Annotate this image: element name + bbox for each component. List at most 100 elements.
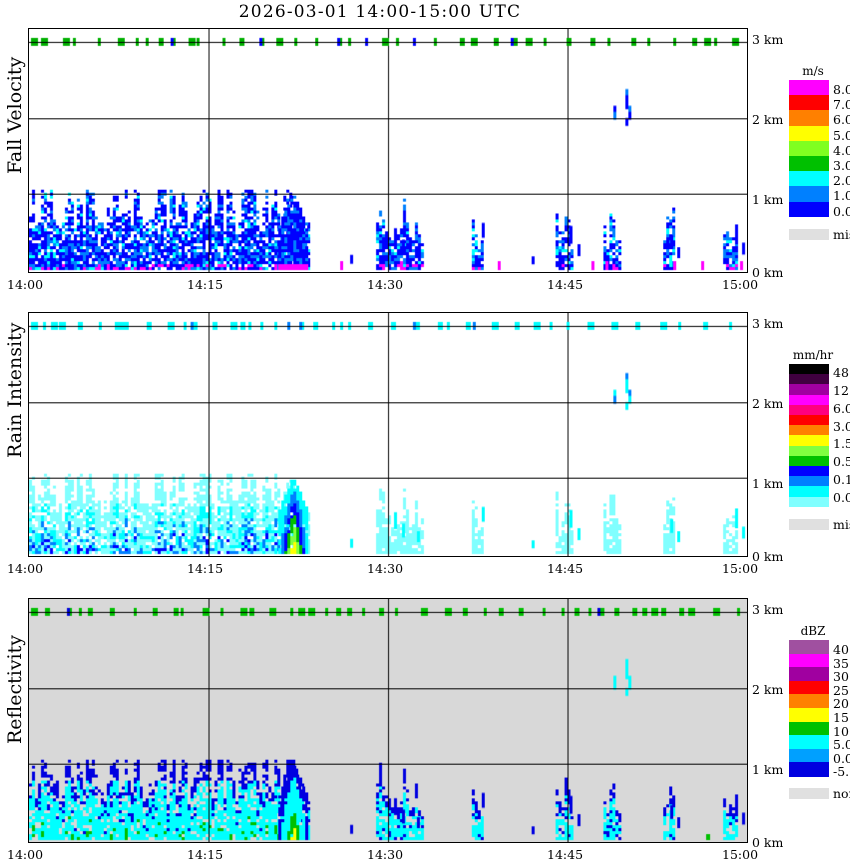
page-title: 2026-03-01 14:00-15:00 UTC xyxy=(238,2,522,22)
colorbar-unit-fall-velocity: m/s xyxy=(802,64,824,78)
colorbar-tick-fall-velocity-1: 7.0 xyxy=(833,97,850,113)
colorbar-band-rain-intensity-0 xyxy=(789,364,829,375)
colorbar-tick-rain-intensity-5: 0.5 xyxy=(833,454,850,470)
colorbar-tick-rain-intensity-1: 12.0 xyxy=(833,382,850,398)
xtick-1415-p1: 14:15 xyxy=(187,561,224,576)
colorbar-band-rain-intensity-7 xyxy=(789,435,829,447)
colorbar-tick-fall-velocity-8: 0.0 xyxy=(833,203,850,219)
ytick-3km-p1: 3 km xyxy=(752,316,784,331)
colorbar-band-fall-velocity-2 xyxy=(789,110,829,127)
colorbar-band-fall-velocity-1 xyxy=(789,95,829,111)
colorbar-band-fall-velocity-5 xyxy=(789,156,829,172)
xtick-1430-p2: 14:30 xyxy=(367,847,404,862)
colorbar-band-fall-velocity-7 xyxy=(789,186,829,203)
colorbar-band-rain-intensity-3 xyxy=(789,394,829,406)
colorbar-band-rain-intensity-1 xyxy=(789,374,829,385)
colorbar-band-reflectivity-8 xyxy=(789,748,829,763)
heatmap-canvas-reflectivity xyxy=(29,599,747,842)
xtick-1430-p0: 14:30 xyxy=(367,277,404,292)
colorbar-missing-label-reflectivity: none xyxy=(833,786,850,801)
panel-label-fall-velocity: Fall Velocity xyxy=(4,56,26,174)
ytick-1km-p2: 1 km xyxy=(752,762,784,777)
panel-fall-velocity[interactable] xyxy=(28,28,748,273)
colorbar-band-rain-intensity-9 xyxy=(789,455,829,467)
colorbar-missing-swatch-reflectivity xyxy=(789,788,829,799)
colorbar-tick-rain-intensity-3: 3.0 xyxy=(833,418,850,434)
ytick-2km-p1: 2 km xyxy=(752,396,784,411)
xtick-1445-p0: 14:45 xyxy=(547,277,584,292)
colorbar-missing-swatch-fall-velocity xyxy=(789,228,829,240)
plot-area-reflectivity xyxy=(28,598,748,843)
colorbar-band-rain-intensity-2 xyxy=(789,384,829,396)
heatmap-canvas-rain-intensity xyxy=(29,313,747,556)
ytick-3km-p2: 3 km xyxy=(752,602,784,617)
colorbar-band-rain-intensity-4 xyxy=(789,404,829,416)
colorbar-band-rain-intensity-5 xyxy=(789,415,829,426)
colorbar-band-fall-velocity-8 xyxy=(789,201,829,218)
ytick-3km-p0: 3 km xyxy=(752,32,784,47)
xtick-1400-p2: 14:00 xyxy=(7,847,44,862)
colorbar-band-reflectivity-2 xyxy=(789,667,829,682)
colorbar-unit-rain-intensity: mm/hr xyxy=(792,348,834,362)
colorbar-tick-reflectivity-1: 35.0 xyxy=(833,655,850,671)
ytick-0km-p0: 0 km xyxy=(752,265,784,280)
colorbar-band-reflectivity-1 xyxy=(789,653,829,668)
colorbar-unit-reflectivity: dBZ xyxy=(800,624,826,638)
colorbar-tick-rain-intensity-4: 1.5 xyxy=(833,436,850,452)
colorbar-band-fall-velocity-3 xyxy=(789,125,829,142)
colorbar-tick-reflectivity-0: 40.0 xyxy=(833,642,850,657)
colorbar-tick-fall-velocity-4: 4.0 xyxy=(833,142,850,158)
colorbar-tick-rain-intensity-2: 6.0 xyxy=(833,400,850,416)
colorbar-band-reflectivity-4 xyxy=(789,694,829,709)
colorbar-tick-reflectivity-7: 5.0 xyxy=(833,737,850,753)
colorbar-tick-rain-intensity-0: 48.0 xyxy=(833,365,850,380)
panel-rain-intensity[interactable] xyxy=(28,312,748,557)
colorbar-missing-swatch-rain-intensity xyxy=(789,518,829,530)
colorbar-tick-fall-velocity-0: 8.0 xyxy=(833,82,850,97)
ytick-0km-p2: 0 km xyxy=(752,835,784,850)
xtick-1430-p1: 14:30 xyxy=(367,561,404,576)
xtick-1415-p2: 14:15 xyxy=(187,847,224,862)
colorbar-band-rain-intensity-6 xyxy=(789,425,829,436)
ytick-1km-p1: 1 km xyxy=(752,476,784,491)
colorbar-tick-reflectivity-8: 0.0 xyxy=(833,750,850,766)
xtick-1415-p0: 14:15 xyxy=(187,277,224,292)
colorbar-band-fall-velocity-6 xyxy=(789,171,829,187)
colorbar-missing-label-rain-intensity: miss xyxy=(833,516,850,532)
xtick-1500-p2: 15:00 xyxy=(722,847,759,862)
colorbar-band-reflectivity-9 xyxy=(789,762,829,777)
xtick-1400-p1: 14:00 xyxy=(7,561,44,576)
colorbar-band-rain-intensity-10 xyxy=(789,466,829,477)
xtick-1500-p1: 15:00 xyxy=(722,561,759,576)
colorbar-tick-fall-velocity-6: 2.0 xyxy=(833,173,850,189)
xtick-1500-p0: 15:00 xyxy=(722,277,759,292)
xtick-1445-p1: 14:45 xyxy=(547,561,584,576)
colorbar-band-reflectivity-7 xyxy=(789,735,829,750)
colorbar-band-rain-intensity-13 xyxy=(789,496,829,508)
colorbar-tick-reflectivity-4: 20.0 xyxy=(833,696,850,712)
colorbar-tick-fall-velocity-2: 6.0 xyxy=(833,112,850,128)
colorbar-band-fall-velocity-0 xyxy=(789,80,829,96)
colorbar-band-reflectivity-5 xyxy=(789,708,829,723)
colorbar-tick-reflectivity-5: 15.0 xyxy=(833,710,850,725)
plot-area-fall-velocity xyxy=(28,28,748,273)
colorbar-missing-label-fall-velocity: miss xyxy=(833,226,850,242)
colorbar-tick-rain-intensity-6: 0.1 xyxy=(833,472,850,488)
ytick-0km-p1: 0 km xyxy=(752,549,784,564)
ytick-1km-p0: 1 km xyxy=(752,192,784,207)
xtick-1445-p2: 14:45 xyxy=(547,847,584,862)
panel-label-rain-intensity: Rain Intensity xyxy=(4,322,26,458)
colorbar-band-reflectivity-0 xyxy=(789,640,829,655)
colorbar-band-reflectivity-3 xyxy=(789,680,829,695)
colorbar-tick-rain-intensity-7: 0.0 xyxy=(833,489,850,505)
plot-area-rain-intensity xyxy=(28,312,748,557)
panel-reflectivity[interactable] xyxy=(28,598,748,843)
heatmap-canvas-fall-velocity xyxy=(29,29,747,272)
colorbar-tick-fall-velocity-3: 5.0 xyxy=(833,127,850,143)
colorbar-band-fall-velocity-4 xyxy=(789,140,829,157)
colorbar-tick-reflectivity-3: 25.0 xyxy=(833,682,850,698)
panel-label-reflectivity: Reflectivity xyxy=(4,635,26,744)
colorbar-band-rain-intensity-11 xyxy=(789,476,829,487)
colorbar-tick-fall-velocity-7: 1.0 xyxy=(833,188,850,204)
colorbar-band-reflectivity-6 xyxy=(789,721,829,736)
